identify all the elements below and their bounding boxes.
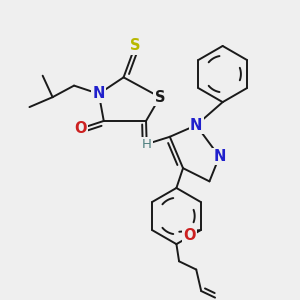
Text: H: H (142, 138, 152, 151)
Text: N: N (190, 118, 203, 133)
Text: O: O (74, 121, 87, 136)
Text: S: S (155, 90, 165, 105)
Text: O: O (183, 228, 196, 243)
Text: N: N (93, 86, 105, 101)
Text: S: S (130, 38, 140, 53)
Text: N: N (213, 149, 226, 164)
